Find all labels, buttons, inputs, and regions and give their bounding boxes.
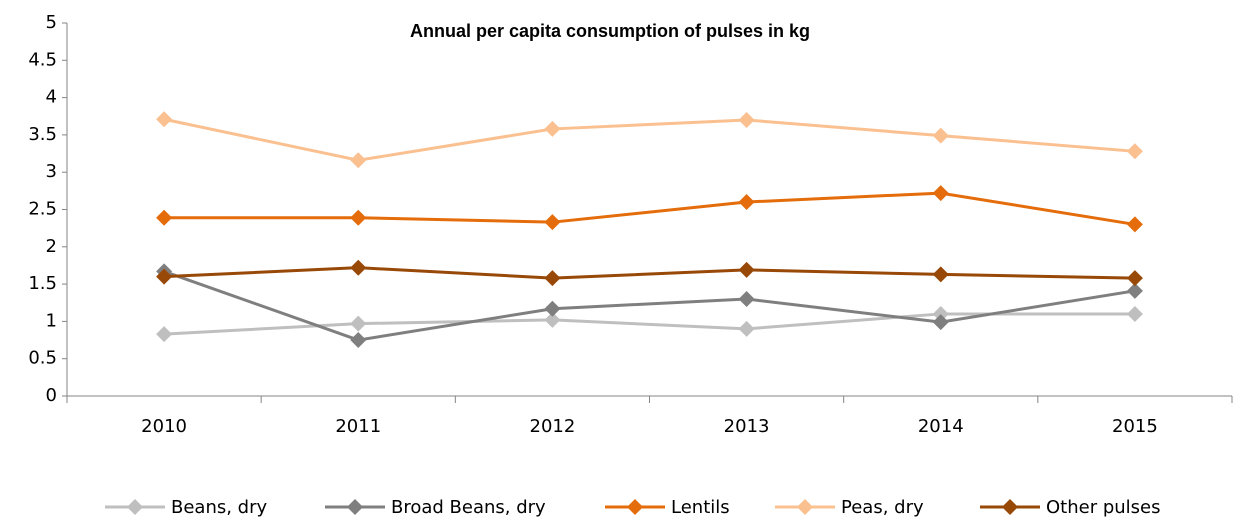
legend-marker — [347, 499, 363, 515]
data-point — [1126, 282, 1143, 299]
data-point — [544, 214, 561, 231]
series-line — [163, 117, 1136, 162]
legend-label: Lentils — [671, 497, 730, 518]
legend-marker — [1002, 499, 1018, 515]
data-point — [1126, 143, 1143, 160]
y-tick-label: 4 — [46, 87, 57, 108]
y-tick-label: 0.5 — [28, 348, 57, 369]
y-tick-label: 0 — [46, 385, 57, 406]
data-point — [156, 268, 173, 285]
data-point — [738, 320, 755, 337]
y-tick-label: 4.5 — [28, 49, 57, 70]
chart-title: Annual per capita consumption of pulses … — [410, 21, 810, 41]
y-tick-label: 1 — [46, 310, 57, 331]
y-tick-label: 5 — [46, 12, 57, 33]
data-point — [932, 305, 949, 322]
data-point — [932, 314, 949, 331]
legend-marker — [127, 499, 143, 515]
data-point — [1126, 270, 1143, 287]
y-tick-label: 3.5 — [28, 124, 57, 145]
data-point — [350, 315, 367, 332]
y-tick-label: 2.5 — [28, 199, 57, 220]
data-point — [350, 209, 367, 226]
data-point — [738, 291, 755, 308]
series-line — [164, 266, 1135, 280]
data-point — [544, 120, 561, 137]
legend-label: Beans, dry — [171, 497, 268, 518]
series-line — [163, 270, 1136, 342]
x-tick-label: 2014 — [918, 416, 964, 437]
y-tick-label: 2 — [46, 236, 57, 257]
y-tick-label: 1.5 — [28, 273, 57, 294]
x-tick-label: 2012 — [530, 416, 576, 437]
data-point — [544, 300, 561, 317]
legend-marker — [627, 499, 643, 515]
data-point — [738, 261, 755, 278]
series-line — [164, 191, 1136, 226]
data-point — [544, 311, 561, 328]
x-tick-label: 2011 — [335, 416, 381, 437]
data-point — [156, 111, 173, 128]
x-tick-label: 2015 — [1112, 416, 1158, 437]
x-tick-label: 2010 — [141, 416, 187, 437]
data-point — [156, 209, 173, 226]
data-point — [1126, 305, 1143, 322]
data-point — [350, 259, 367, 276]
legend-label: Peas, dry — [841, 497, 924, 518]
data-point — [1126, 216, 1143, 233]
legend-label: Broad Beans, dry — [391, 497, 546, 518]
legend-marker — [797, 499, 813, 515]
data-point — [156, 326, 173, 343]
data-point — [738, 194, 755, 211]
data-point — [932, 266, 949, 283]
data-point — [350, 332, 367, 349]
data-point — [738, 111, 755, 128]
y-tick-label: 3 — [46, 161, 57, 182]
data-point — [350, 152, 367, 169]
series-line — [164, 312, 1135, 336]
x-tick-label: 2013 — [724, 416, 770, 437]
legend-label: Other pulses — [1046, 497, 1161, 518]
data-point — [932, 185, 949, 202]
data-point — [544, 270, 561, 287]
data-point — [932, 127, 949, 144]
